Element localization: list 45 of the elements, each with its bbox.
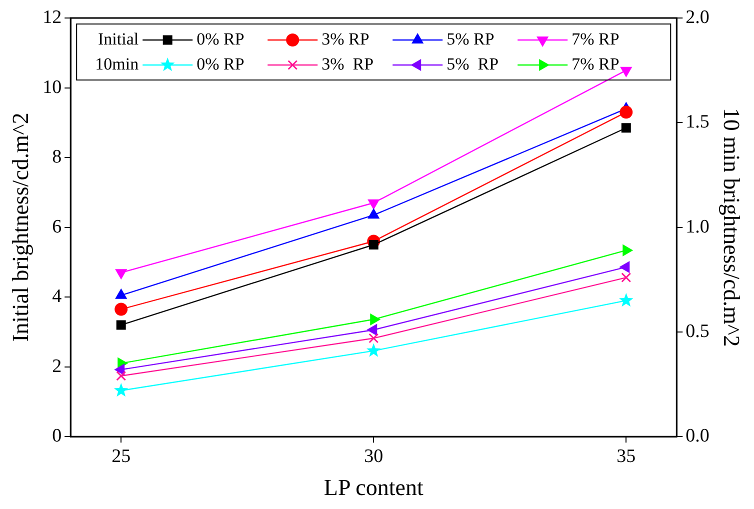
point — [114, 383, 128, 397]
point — [620, 261, 630, 273]
y-tick-label: 2 — [52, 356, 62, 377]
annotation: Initial — [98, 29, 139, 48]
y2-tick-label: 0.0 — [686, 426, 710, 447]
legend-label: 3% RP — [322, 54, 374, 74]
y-tick-label: 6 — [52, 216, 62, 238]
point — [368, 333, 379, 344]
point — [619, 293, 634, 307]
y2-axis-title: 10 min brightness/cd.m^2 — [719, 108, 744, 347]
point — [116, 320, 126, 330]
y-tick-label: 4 — [52, 286, 62, 308]
point — [368, 208, 380, 219]
point — [620, 106, 633, 119]
point — [368, 199, 380, 210]
point — [621, 272, 632, 283]
point — [621, 123, 631, 133]
y2-tick-label: 1.5 — [686, 112, 710, 133]
y2-tick-label: 1.0 — [686, 216, 710, 238]
legend-label: 5% RP — [446, 29, 494, 48]
y-axis-title: Initial brightness/cd.m^2 — [8, 112, 33, 342]
y-tick-label: 0 — [52, 426, 62, 447]
point — [620, 66, 632, 77]
point — [115, 288, 127, 299]
point — [367, 324, 378, 336]
point — [116, 370, 126, 381]
x-tick-label: 25 — [112, 446, 131, 467]
legend-label: 0% RP — [196, 29, 244, 48]
point — [114, 302, 128, 316]
x-tick-label: 35 — [616, 446, 636, 467]
y2-tick-label: 2.0 — [686, 6, 710, 28]
x-tick-label: 30 — [364, 446, 384, 467]
y-tick-label: 12 — [42, 6, 62, 28]
legend-label: 0% RP — [196, 54, 244, 74]
legend-label: 7% RP — [572, 29, 620, 48]
legend-label: 7% RP — [572, 54, 620, 74]
point — [114, 364, 125, 376]
point — [366, 343, 381, 357]
legend-label: 5% RP — [446, 54, 499, 74]
y-tick-label: 8 — [52, 146, 62, 168]
y-tick-label: 10 — [42, 76, 62, 98]
legend-label: 3% RP — [322, 29, 370, 48]
x-axis-title: LP content — [324, 475, 424, 500]
y2-tick-label: 0.5 — [686, 320, 710, 342]
annotation: 10min — [95, 54, 140, 74]
